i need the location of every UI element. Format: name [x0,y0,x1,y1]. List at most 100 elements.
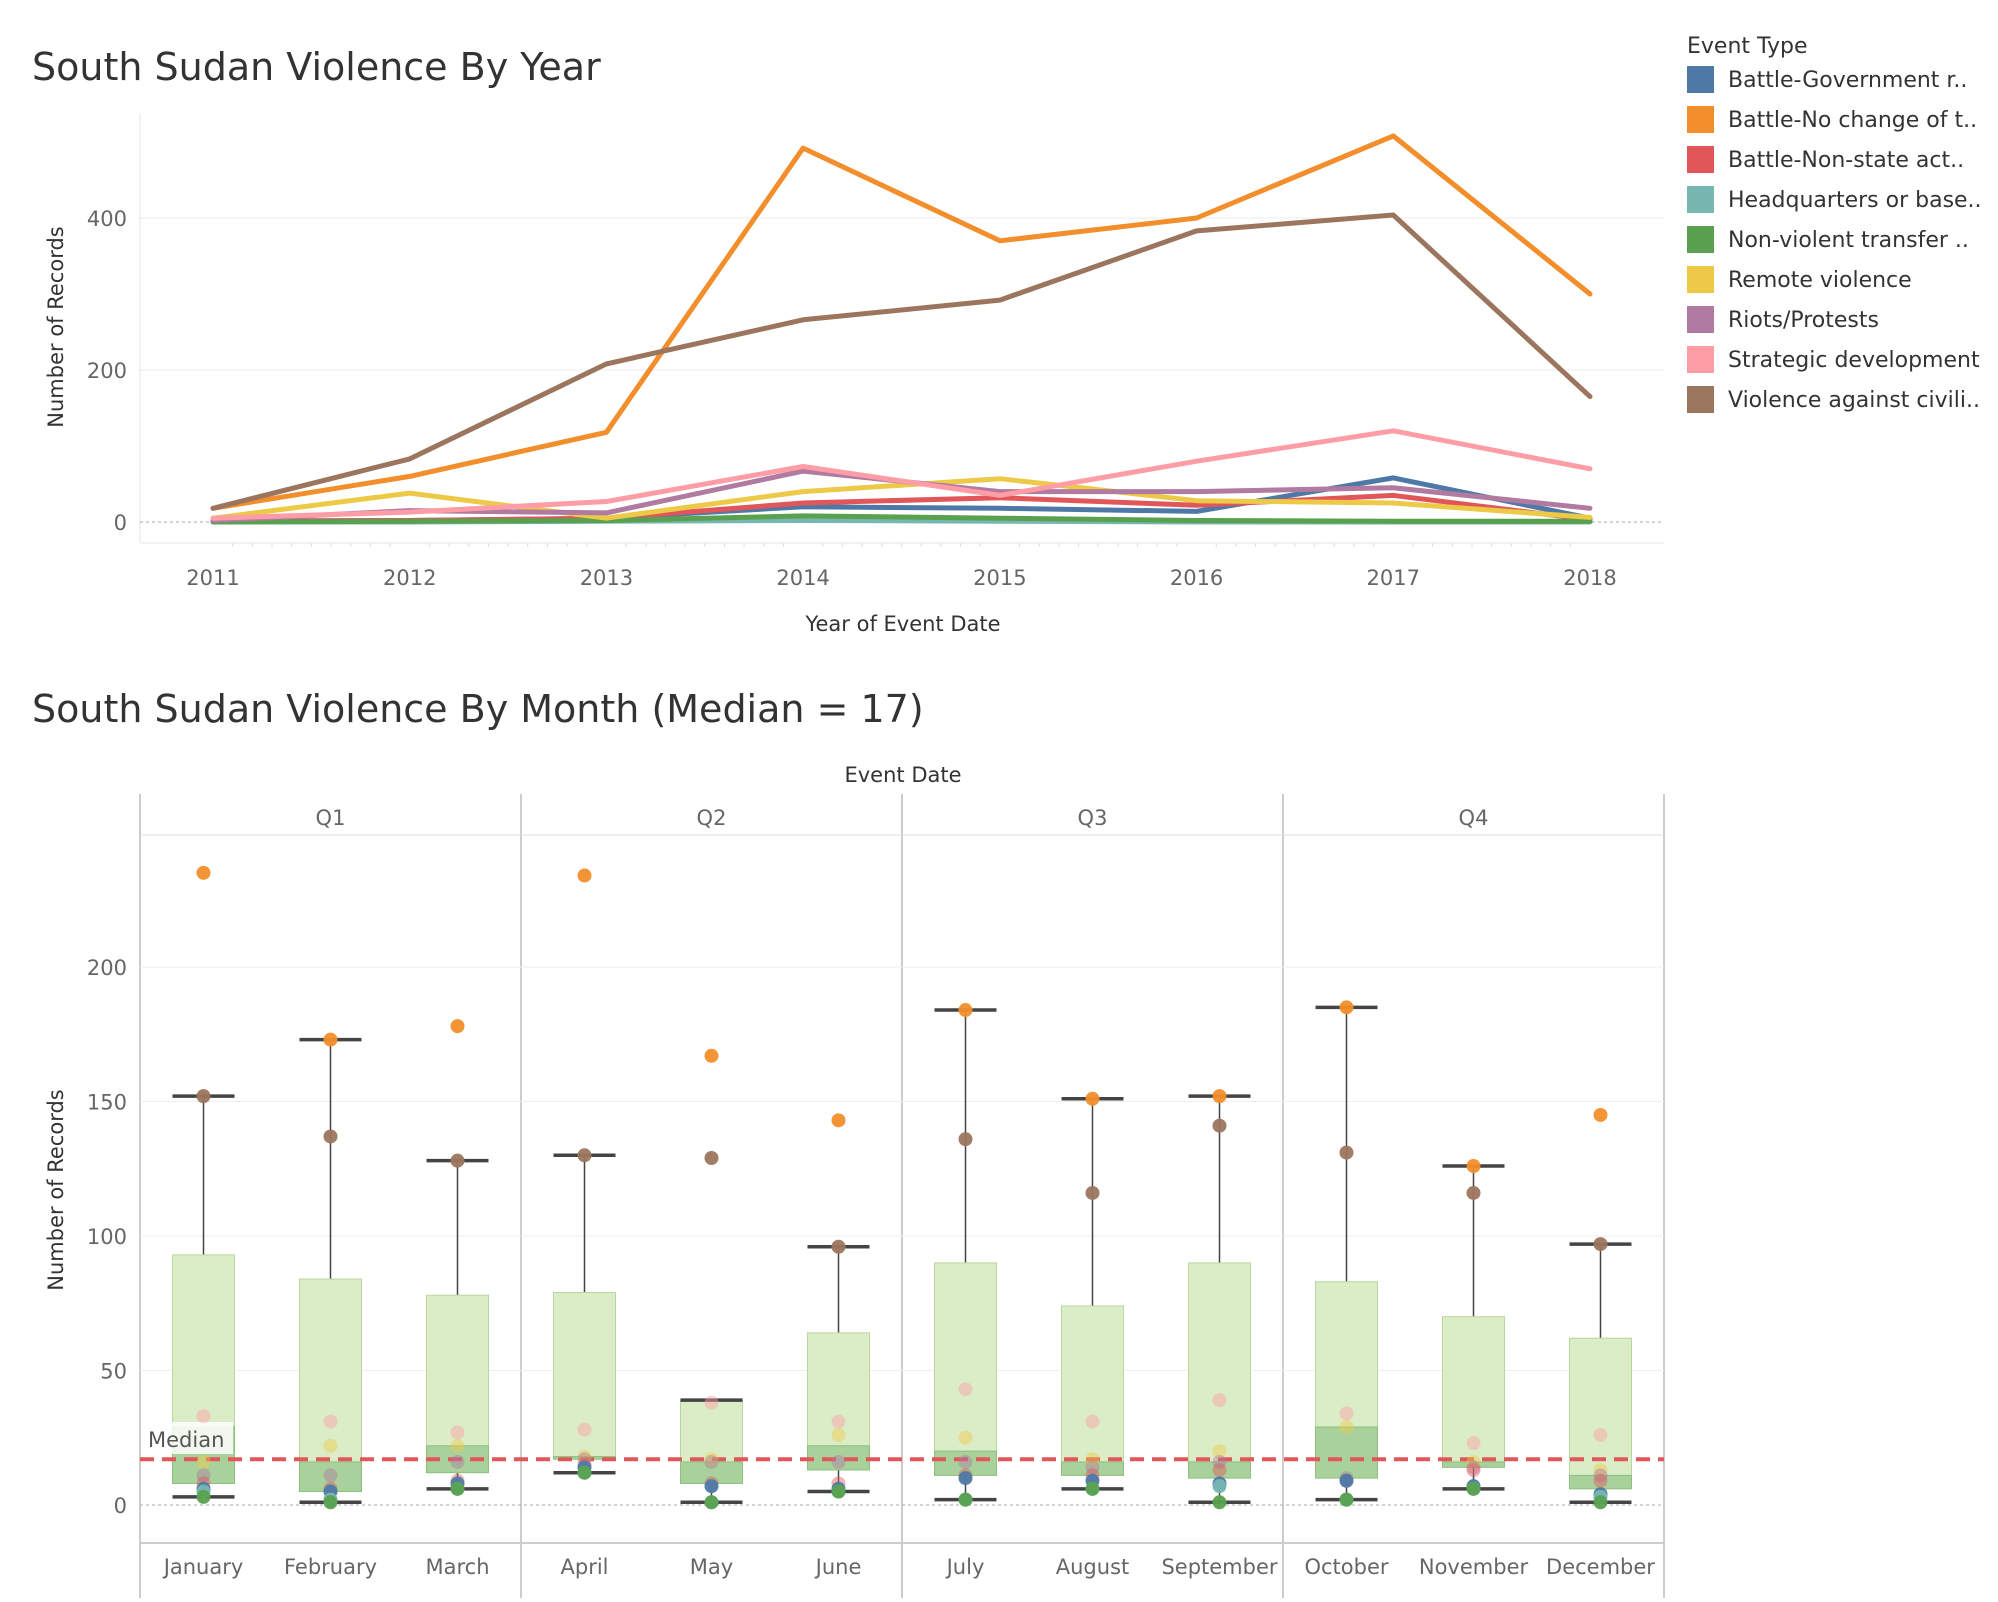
box-upper [680,1399,743,1463]
line-chart-y-tick-label: 0 [114,511,127,535]
data-point [1466,1159,1481,1174]
line-chart: South Sudan Violence By Year 0 200 400 201… [32,45,1664,636]
legend-swatch [1687,386,1714,413]
data-point [958,1471,973,1486]
box-plot-boxes [172,1005,1632,1505]
data-point [958,1492,973,1507]
data-point [1466,1454,1481,1469]
legend-swatch [1687,226,1714,253]
data-point [196,1468,211,1483]
month-box-december [1569,1242,1632,1505]
month-box-november [1442,1164,1505,1491]
data-point [1466,1481,1481,1496]
box-plot-y-axis-title: Number of Records [44,1089,68,1290]
box-lower [807,1445,870,1471]
quarter-header-label: Q3 [1078,806,1108,830]
data-point [196,1454,211,1469]
month-label: May [690,1555,733,1579]
line-chart-y-tick-label: 200 [87,359,127,383]
data-point [450,1425,465,1440]
month-box-july [934,1008,997,1502]
box-upper [1569,1337,1632,1476]
legend-item-label: Riots/Protests [1728,308,1879,333]
data-point [958,1003,973,1018]
data-point [196,1409,211,1424]
box-plot-chart: South Sudan Violence By Month (Median = … [32,687,1665,1598]
data-point [323,1032,338,1047]
data-point [958,1430,973,1445]
series-line [210,476,1593,521]
data-point [1339,1492,1354,1507]
legend-item-label: Remote violence [1728,268,1912,293]
box-upper [426,1294,489,1447]
month-label: October [1304,1555,1388,1579]
data-point [1212,1444,1227,1459]
data-point [1593,1428,1608,1443]
data-point [1339,1473,1354,1488]
data-point [1212,1463,1227,1478]
data-point [323,1414,338,1429]
data-point [1466,1460,1481,1475]
legend-item-label: Headquarters or base.. [1728,188,1982,213]
box-plot-points [196,865,1608,1510]
data-point [704,1452,719,1467]
data-point [1339,1000,1354,1015]
median-reference-line: Median [140,1422,1664,1462]
box-lower [1315,1426,1378,1479]
data-point [323,1468,338,1483]
data-point [1212,1118,1227,1133]
legend-swatch [1687,186,1714,213]
month-label: February [284,1555,377,1579]
quarter-headers: Q1 Q2 Q3 Q4 [316,806,1489,830]
line-chart-x-ticks: 2011 2012 2013 2014 2015 2016 2017 2018 [186,566,1616,590]
data-point [704,1395,719,1410]
data-point [196,1089,211,1104]
month-box-september [1188,1094,1251,1505]
line-chart-x-tick-label: 2017 [1367,566,1420,590]
legend-swatch [1687,306,1714,333]
legend-item-label: Battle-No change of t.. [1728,108,1977,133]
data-point [1212,1495,1227,1510]
data-point [1593,1473,1608,1488]
data-point [577,1465,592,1480]
line-chart-x-axis-title: Year of Event Date [804,612,1000,636]
month-box-august [1061,1097,1124,1491]
data-point [704,1479,719,1494]
data-point [1085,1185,1100,1200]
box-plot-grid [140,966,1664,1506]
quarter-header-label: Q2 [697,806,727,830]
data-point [704,1454,719,1469]
legend-item-label: Battle-Non-state act.. [1728,148,1964,173]
box-upper [172,1254,235,1428]
data-point [1212,1393,1227,1408]
legend-title: Event Type [1687,34,1808,59]
data-point [1339,1406,1354,1421]
series-line [210,428,1593,521]
box-upper [1315,1281,1378,1428]
data-point [1593,1495,1608,1510]
data-point [704,1150,719,1165]
data-point [450,1454,465,1469]
month-box-june [807,1245,870,1494]
data-point [831,1239,846,1254]
data-point [196,865,211,880]
data-point [831,1484,846,1499]
data-point [1085,1460,1100,1475]
quarter-header-label: Q4 [1459,806,1489,830]
quarter-header-label: Q1 [316,806,346,830]
month-label: January [162,1555,244,1579]
data-point [323,1438,338,1453]
data-point [1593,1237,1608,1252]
data-point [1593,1468,1608,1483]
month-box-january [172,1094,235,1499]
box-upper [807,1332,870,1447]
data-point [958,1382,973,1397]
box-upper [299,1278,362,1463]
data-point [1593,1107,1608,1122]
data-point [1085,1091,1100,1106]
data-point [577,1422,592,1437]
data-point [1085,1414,1100,1429]
median-label: Median [148,1428,224,1452]
legend-swatch [1687,106,1714,133]
